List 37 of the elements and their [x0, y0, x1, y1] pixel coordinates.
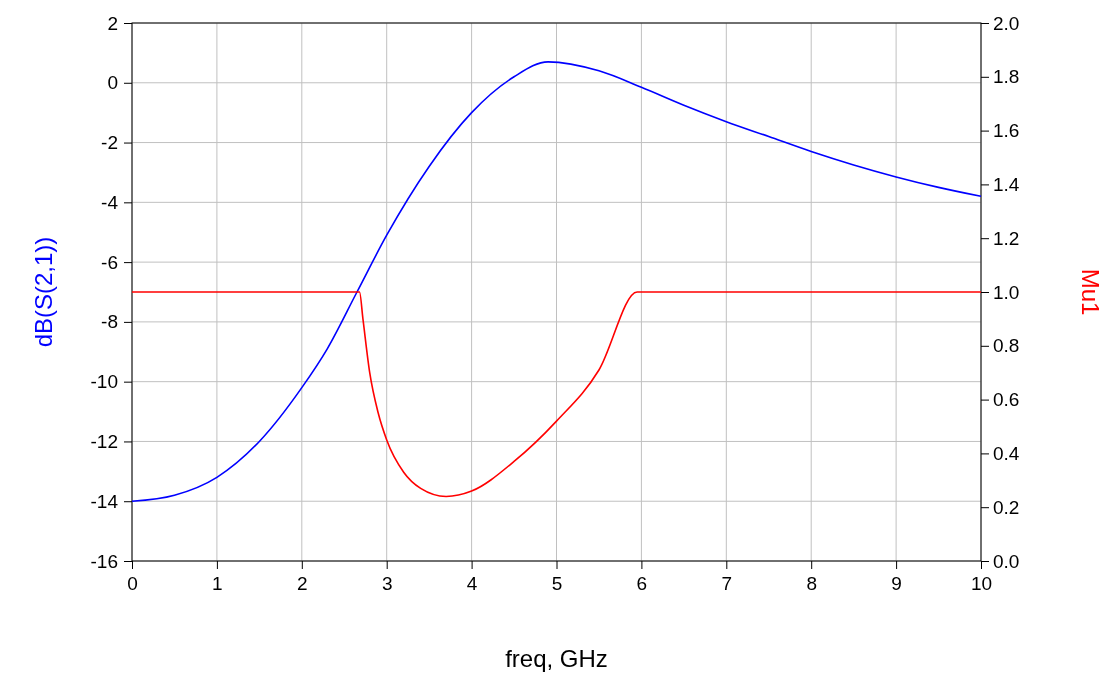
line-series — [131, 291, 982, 498]
x-tick-label: 8 — [806, 573, 817, 595]
x-tick-label: 5 — [551, 573, 563, 595]
y-tick-label: 2 — [107, 12, 118, 34]
y2-tick-label: 0.8 — [993, 335, 1020, 357]
y2-tick-label: 1.8 — [993, 66, 1020, 88]
y-tick-label: 0 — [107, 72, 118, 94]
x-tick-label: 3 — [381, 573, 393, 595]
x-tick-label: 0 — [127, 573, 138, 595]
y2-tick-label: 0.4 — [993, 442, 1020, 464]
y-axis-title: dB(S(2,1)) — [30, 236, 57, 348]
y2-tick-label: 0.2 — [993, 496, 1020, 518]
x-tick-label: 1 — [212, 573, 223, 595]
y2-tick-label: 1.2 — [993, 227, 1020, 249]
y2-tick-label: 0.6 — [993, 389, 1020, 411]
y2-tick-label: 1.4 — [993, 173, 1020, 195]
x-tick-label: 9 — [891, 573, 902, 595]
y2-axis-title: Mu1 — [1077, 268, 1104, 316]
y-tick-label: -16 — [90, 550, 118, 572]
y2-tick-label: 0.0 — [993, 550, 1020, 572]
x-tick-label: 7 — [721, 573, 733, 595]
x-axis-title: freq, GHz — [505, 645, 608, 672]
y2-tick-label: 1.6 — [993, 120, 1020, 142]
y2-tick-label: 2.0 — [993, 12, 1020, 34]
x-tick-label: 10 — [970, 573, 993, 595]
y2-tick-label: 1.0 — [993, 281, 1020, 303]
y-tick-label: -6 — [101, 251, 118, 273]
y-tick-label: -4 — [101, 191, 119, 213]
y-tick-label: -2 — [101, 132, 118, 154]
y-tick-label: -10 — [90, 371, 118, 393]
x-tick-label: 4 — [466, 573, 478, 595]
y-tick-label: -8 — [101, 311, 118, 333]
line-series — [131, 61, 982, 503]
y-tick-label: -12 — [90, 431, 118, 453]
y-tick-label: -14 — [90, 490, 119, 512]
x-tick-label: 2 — [297, 573, 308, 595]
x-tick-label: 6 — [636, 573, 648, 595]
